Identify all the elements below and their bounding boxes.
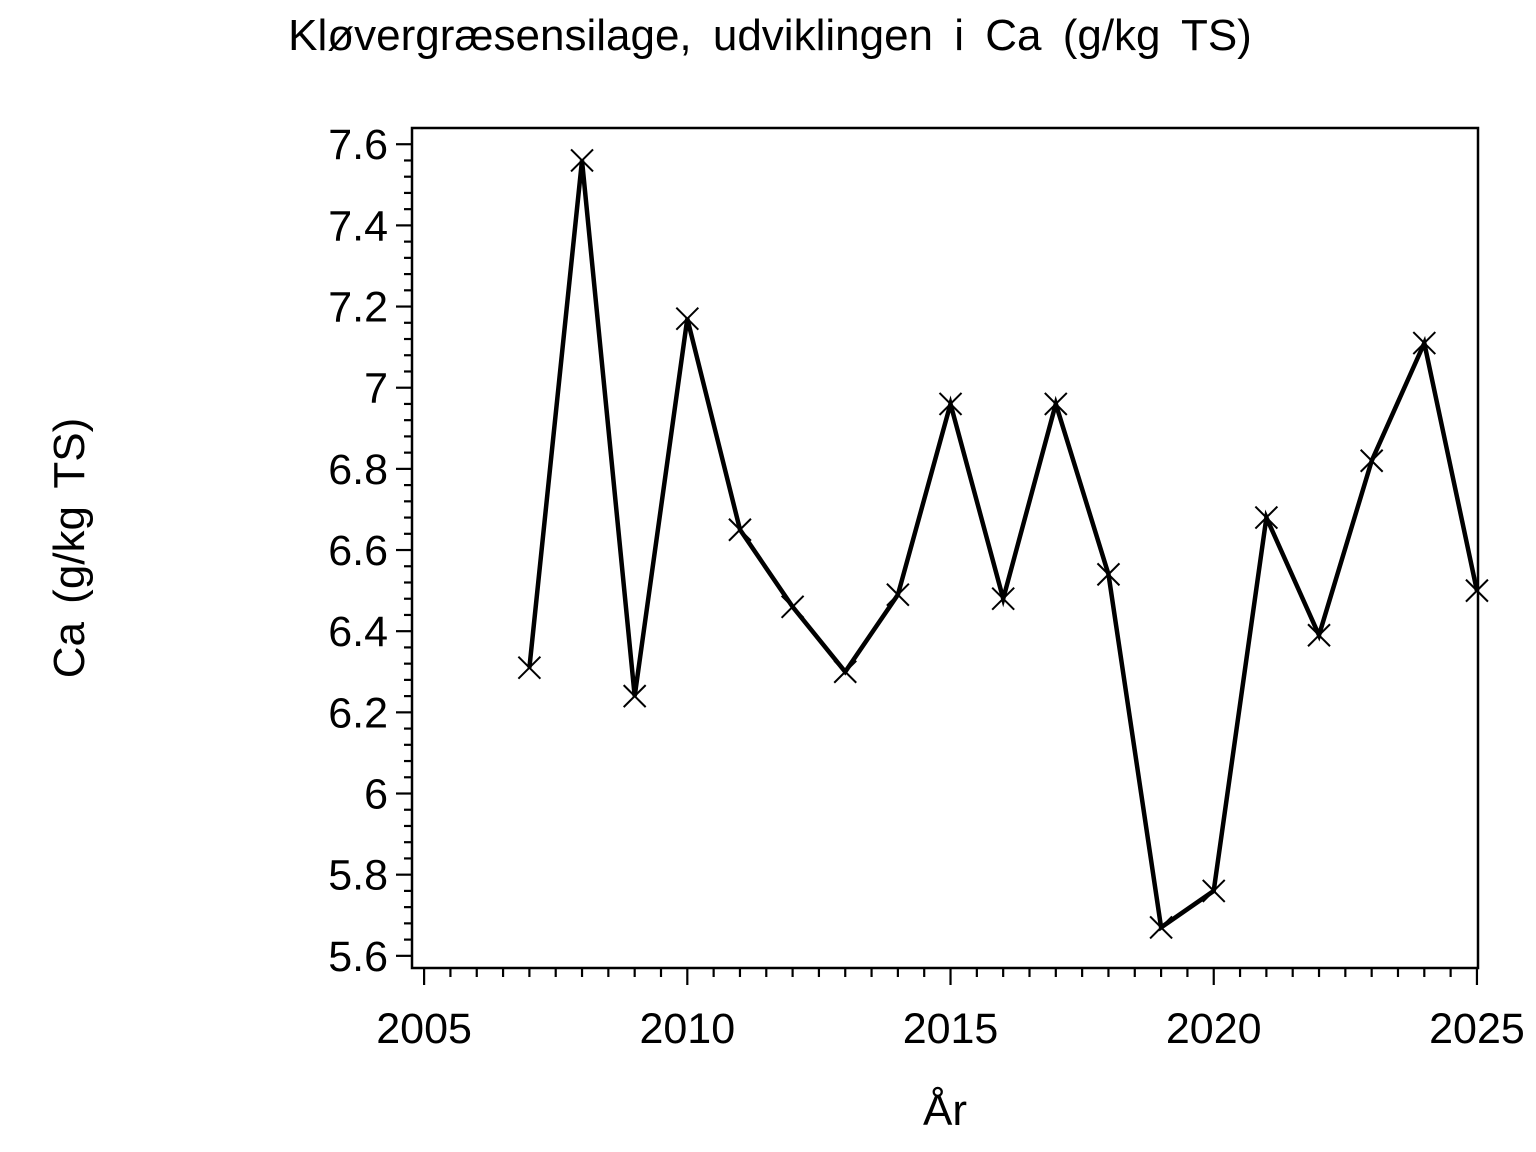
- data-point-marker: [833, 660, 857, 684]
- y-tick-label: 7.4: [328, 202, 388, 250]
- data-point-marker: [1359, 449, 1384, 473]
- data-point-marker: [1096, 562, 1121, 587]
- y-tick-label: 7.6: [328, 121, 388, 169]
- data-point-marker: [1307, 623, 1331, 647]
- y-tick-label: 6.6: [328, 527, 388, 575]
- x-axis-title: År: [923, 1086, 967, 1135]
- data-point-marker: [1202, 879, 1226, 903]
- data-point-marker: [1254, 505, 1279, 530]
- x-tick-label: 2015: [903, 1005, 999, 1053]
- data-point-marker: [938, 392, 963, 416]
- x-tick-label: 2020: [1166, 1005, 1262, 1053]
- y-tick-label: 6.2: [328, 689, 388, 737]
- x-tick-label: 2025: [1429, 1005, 1525, 1053]
- data-point-marker: [675, 307, 700, 331]
- x-tick-label: 2010: [639, 1005, 735, 1053]
- data-point-marker: [1465, 578, 1489, 603]
- data-point-marker: [1044, 392, 1068, 416]
- data-point-marker: [1412, 331, 1437, 355]
- y-tick-label: 7: [364, 365, 388, 413]
- x-tick-label: 2005: [376, 1005, 472, 1053]
- chart-title: Kløvergræsensilage, udviklingen i Ca (g/…: [288, 11, 1252, 60]
- y-tick-label: 5.8: [328, 852, 388, 900]
- data-point-marker: [517, 656, 542, 680]
- data-point-marker: [1149, 915, 1173, 940]
- data-point-marker: [886, 582, 910, 607]
- data-point-marker: [780, 595, 805, 619]
- series-line: [527, 160, 1480, 932]
- data-point-marker: [570, 148, 594, 173]
- plot-area: 5.6 5.8 6 6.2 6.4 6.6 6.8 7 7.2 7.4 7.6 2005 2010 201…: [328, 121, 1525, 1053]
- y-tick-label: 6.8: [328, 446, 388, 494]
- data-point-marker: [728, 518, 752, 542]
- y-tick-label: 5.6: [328, 933, 388, 981]
- y-tick-label: 6.4: [328, 608, 388, 656]
- y-axis-title: Ca (g/kg TS): [45, 418, 94, 679]
- data-point-marker: [622, 684, 647, 708]
- plot-frame: [410, 126, 1480, 970]
- y-tick-label: 7.2: [328, 284, 388, 332]
- data-point-marker: [991, 587, 1015, 611]
- y-tick-label: 6: [364, 771, 388, 819]
